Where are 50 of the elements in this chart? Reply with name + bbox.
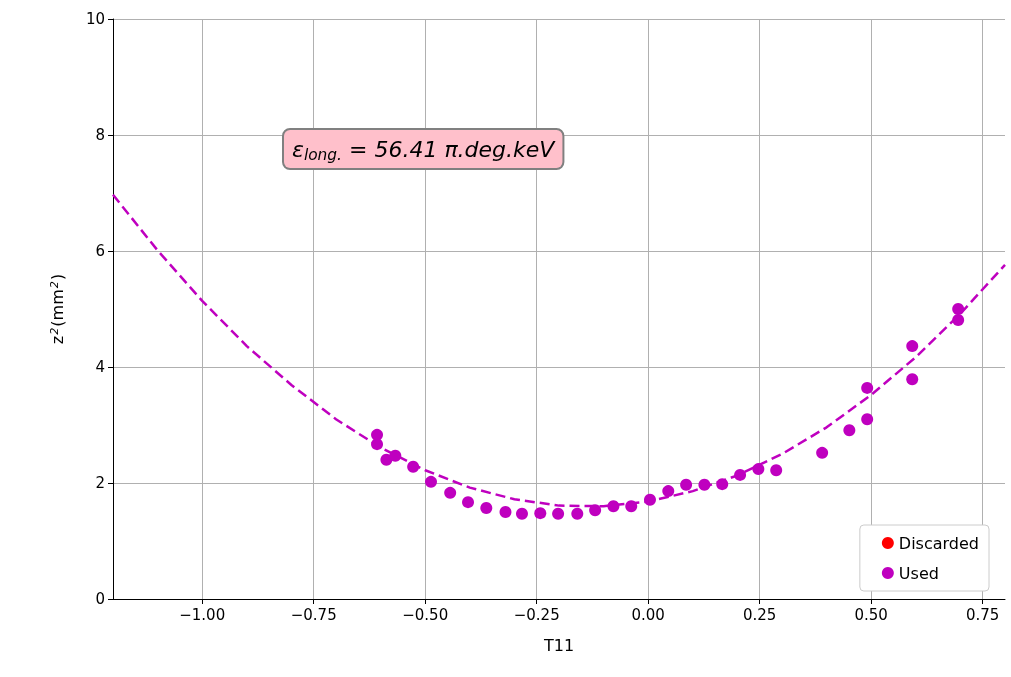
point (734, 468, 747, 481)
point (552, 507, 565, 520)
point (861, 413, 874, 426)
x-tick-label: 0.50 (854, 605, 888, 624)
point (444, 486, 457, 499)
y-tick-label: 4 (95, 358, 105, 376)
point (716, 478, 729, 491)
x-tick-label: −0.75 (290, 605, 337, 624)
point (906, 340, 919, 353)
point (816, 446, 829, 459)
legend-label: Discarded (898, 533, 979, 553)
point (752, 463, 765, 476)
point (952, 314, 965, 327)
point (906, 373, 919, 386)
legend-label: Used (898, 563, 939, 583)
point (515, 507, 528, 520)
point (425, 475, 437, 488)
x-tick-label: 0.75 (966, 605, 1000, 624)
point (625, 500, 638, 513)
point (480, 501, 493, 514)
point (843, 424, 856, 437)
point (589, 504, 602, 517)
x-tick-label: −0.50 (402, 605, 449, 624)
point (698, 478, 711, 491)
point (662, 485, 675, 498)
x-tick-label: 0.25 (743, 605, 777, 624)
point (607, 500, 620, 513)
x-tick-label: 0.00 (631, 605, 665, 624)
y-tick-label: 6 (95, 242, 105, 260)
point (952, 303, 965, 315)
y-tick-label: 0 (95, 590, 105, 608)
point (534, 507, 547, 520)
y-tick-label: 10 (85, 10, 105, 28)
point (407, 460, 420, 473)
y-axis-title: z2(mm2) (47, 273, 67, 345)
point (770, 464, 783, 477)
point (371, 438, 384, 451)
point (861, 381, 874, 394)
x-tick-label: −0.25 (513, 605, 560, 624)
x-axis-title: T11 (542, 635, 575, 655)
point (644, 493, 656, 506)
x-tick-label: −1.00 (179, 605, 226, 624)
point (499, 506, 512, 518)
point (462, 496, 475, 509)
point (389, 449, 402, 462)
point (571, 507, 584, 520)
y-tick-label: 8 (95, 126, 105, 144)
point (380, 453, 393, 466)
y-tick-label: 2 (95, 474, 105, 492)
point (680, 478, 693, 491)
